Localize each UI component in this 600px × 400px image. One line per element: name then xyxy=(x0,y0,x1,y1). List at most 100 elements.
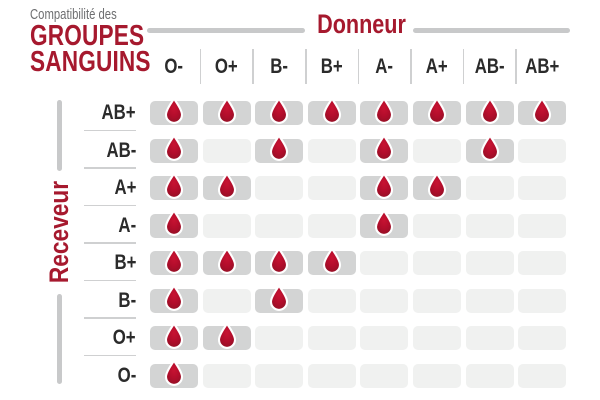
row-separator xyxy=(84,167,136,169)
cell-B+-AB+ xyxy=(518,251,567,275)
donor-column-label-O+: O+ xyxy=(200,53,253,81)
cell-O--A+ xyxy=(413,363,461,388)
recipient-row-label-text: AB- xyxy=(106,138,136,162)
donor-column-label-B+: B+ xyxy=(305,53,358,81)
donor-axis-label: Donneur xyxy=(316,9,406,39)
blood-drop-icon xyxy=(164,320,184,349)
recipient-row-label-text: B- xyxy=(118,288,136,312)
row-separator xyxy=(84,354,136,357)
blood-drop-icon xyxy=(270,245,289,274)
cell-O+-B+ xyxy=(307,326,356,350)
donor-axis-line-right xyxy=(413,28,570,33)
recipient-row-label-text: AB+ xyxy=(101,101,136,124)
donor-column-label-text: AB+ xyxy=(525,55,560,78)
cell-A--O+ xyxy=(202,213,251,238)
column-separator xyxy=(357,49,360,84)
column-separator xyxy=(410,49,412,84)
cell-B+-AB- xyxy=(465,251,514,275)
column-separator xyxy=(199,49,202,84)
cell-B--O+ xyxy=(202,288,251,313)
donor-axis-line-left xyxy=(147,28,305,33)
chart-title-line-1: GROUPES xyxy=(30,20,145,52)
blood-drop-icon xyxy=(322,245,341,274)
chart-subtitle: Compatibilité des xyxy=(30,7,141,23)
blood-drop-icon xyxy=(164,208,184,236)
cell-O+-AB+ xyxy=(518,326,567,350)
cell-AB--A+ xyxy=(413,138,461,163)
blood-drop-icon xyxy=(217,245,236,274)
blood-drop-icon xyxy=(217,170,236,199)
blood-drop-icon xyxy=(217,95,236,124)
chart-title-line-2: SANGUINS xyxy=(30,46,151,78)
cell-B--AB- xyxy=(465,288,514,313)
blood-drop-icon xyxy=(375,95,394,124)
donor-column-label-A-: A- xyxy=(358,53,411,81)
donor-column-label-text: O+ xyxy=(215,55,239,78)
cell-O--A- xyxy=(360,363,409,388)
cell-O+-A+ xyxy=(413,326,461,350)
recipient-row-label-text: O- xyxy=(117,363,136,387)
cell-A--AB- xyxy=(465,213,514,238)
recipient-row-label-B+: B+ xyxy=(60,251,136,275)
blood-drop-icon xyxy=(270,95,289,124)
recipient-axis-line-bottom xyxy=(57,294,62,384)
cell-B+-A- xyxy=(360,251,409,275)
donor-column-label-text: A- xyxy=(375,55,394,78)
donor-column-label-A+: A+ xyxy=(411,53,464,81)
blood-drop-icon xyxy=(270,133,289,161)
blood-drop-icon xyxy=(427,95,447,124)
recipient-row-label-A-: A- xyxy=(60,214,136,238)
row-separator xyxy=(84,242,136,244)
cell-A+-B- xyxy=(255,176,304,200)
blood-drop-icon xyxy=(480,95,499,124)
cell-AB--AB+ xyxy=(518,138,567,163)
cell-AB--B+ xyxy=(307,138,356,163)
donor-column-label-AB+: AB+ xyxy=(516,53,569,81)
recipient-axis-line-top xyxy=(57,100,62,171)
row-separator xyxy=(84,129,136,132)
cell-B--A- xyxy=(360,288,409,313)
chart-subtitle-text: Compatibilité des xyxy=(30,7,117,23)
donor-column-label-O-: O- xyxy=(148,53,201,81)
blood-drop-icon xyxy=(217,320,236,349)
cell-B--B+ xyxy=(307,288,356,313)
cell-B--AB+ xyxy=(518,288,567,313)
donor-column-label-B-: B- xyxy=(253,53,306,81)
cell-A+-AB- xyxy=(465,176,514,200)
cell-B+-A+ xyxy=(413,251,461,275)
blood-drop-icon xyxy=(480,133,499,161)
cell-AB--O+ xyxy=(202,138,251,163)
blood-drop-icon xyxy=(164,133,184,161)
blood-drop-icon xyxy=(375,208,394,236)
cell-O+-AB- xyxy=(465,326,514,350)
recipient-row-label-B-: B- xyxy=(60,289,136,313)
blood-drop-icon xyxy=(427,170,447,199)
cell-A--AB+ xyxy=(518,213,567,238)
blood-drop-icon xyxy=(164,245,184,274)
cell-O--O+ xyxy=(202,363,251,388)
row-separator xyxy=(84,204,136,207)
recipient-row-label-AB-: AB- xyxy=(60,139,136,163)
cell-A--B+ xyxy=(307,213,356,238)
blood-drop-icon xyxy=(164,358,184,386)
donor-column-label-AB-: AB- xyxy=(463,53,516,81)
blood-drop-icon xyxy=(533,95,552,124)
blood-drop-icon xyxy=(322,95,341,124)
donor-column-label-text: A+ xyxy=(426,55,448,78)
cell-A--B- xyxy=(255,213,304,238)
donor-column-label-text: O- xyxy=(164,55,184,78)
cell-O--B+ xyxy=(307,363,356,388)
recipient-row-label-text: A- xyxy=(118,213,136,237)
column-separator xyxy=(515,49,517,84)
cell-O--B- xyxy=(255,363,304,388)
column-separator xyxy=(462,49,465,84)
blood-drop-icon xyxy=(375,133,394,161)
donor-column-label-text: AB- xyxy=(474,55,505,78)
row-separator xyxy=(84,317,136,319)
cell-O+-B- xyxy=(255,326,304,350)
recipient-row-label-text: A+ xyxy=(114,176,136,199)
column-separator xyxy=(305,49,307,84)
cell-O--AB+ xyxy=(518,363,567,388)
cell-A+-AB+ xyxy=(518,176,567,200)
